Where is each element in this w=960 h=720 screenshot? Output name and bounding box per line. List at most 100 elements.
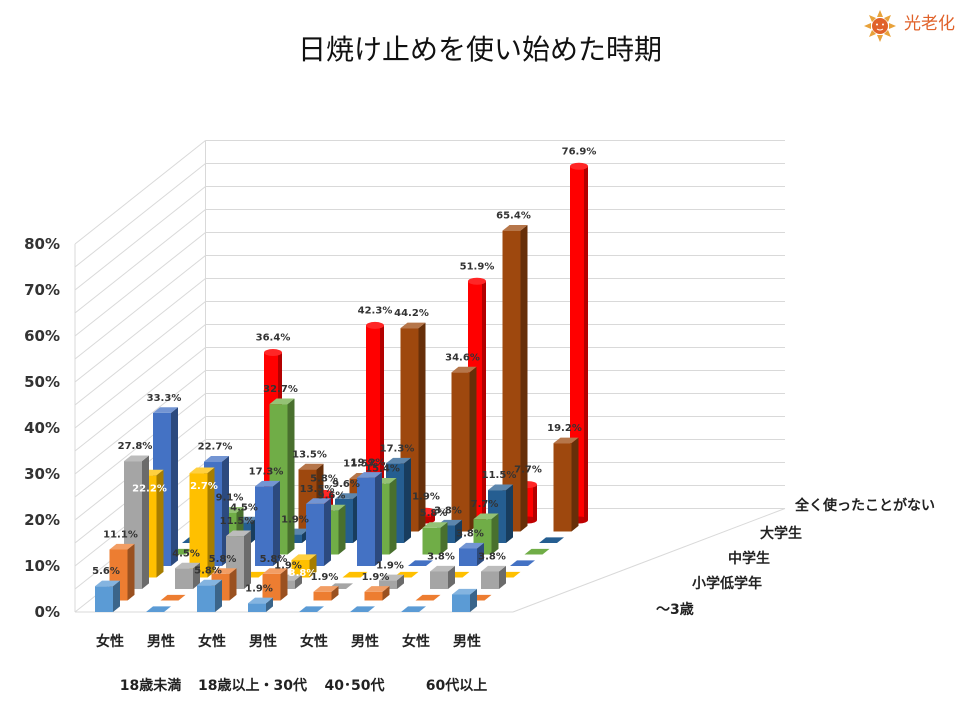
gridline-side — [74, 186, 206, 291]
gridline-side — [74, 370, 206, 475]
bar-side — [455, 519, 462, 543]
bar-shade — [584, 166, 588, 520]
value-labels: 36.4% 5.8% 42.3% 1.9% 51.9% 7.7% 76.9% 13.5% 11.… — [92, 146, 596, 594]
bar-top — [553, 437, 579, 444]
bar-base — [408, 560, 433, 566]
bar-side — [571, 437, 579, 532]
gridline-side — [74, 324, 206, 429]
bar-side — [295, 574, 302, 589]
bar-top — [262, 568, 288, 574]
y-tick-label: 0% — [35, 603, 60, 621]
bar-base — [401, 606, 426, 612]
bar-front — [451, 372, 470, 532]
value-label: 1.9% — [376, 560, 404, 571]
bar-base — [510, 560, 535, 566]
bar-base — [160, 594, 186, 601]
bar-side — [156, 469, 164, 578]
bar-body — [417, 511, 435, 520]
x-tick-label: 女性 — [402, 633, 430, 650]
bar-top — [95, 580, 120, 587]
bar-top — [211, 568, 237, 574]
depth-axis-label: 大学生 — [760, 525, 802, 542]
bar-side — [397, 574, 404, 589]
bar — [553, 437, 579, 532]
bar-side — [338, 504, 346, 555]
bar-front — [502, 230, 521, 532]
value-label: 9.1% — [216, 493, 244, 504]
bar-top — [468, 277, 486, 285]
bar — [95, 580, 120, 612]
bar-top — [488, 484, 513, 491]
bar-base — [524, 548, 550, 555]
bar-side — [273, 480, 280, 566]
bar-top — [109, 543, 135, 550]
value-label: 13.5% — [300, 484, 335, 495]
bar — [422, 522, 448, 555]
gridline-side — [74, 232, 206, 337]
x-tick-label: 男性 — [147, 633, 175, 650]
y-tick-label: 10% — [24, 557, 60, 575]
bar-side — [448, 565, 455, 589]
gridline-side — [74, 347, 206, 452]
value-label: 33.3% — [147, 393, 182, 404]
bar-top — [379, 574, 404, 581]
bar — [291, 554, 317, 578]
bar-front — [357, 477, 375, 566]
bar-top — [452, 588, 477, 595]
value-label: 3.8% — [478, 552, 506, 563]
y-tick-label: 60% — [24, 327, 60, 345]
bar-top — [255, 480, 280, 487]
bar-side — [215, 579, 222, 612]
value-label: 32.7% — [263, 384, 298, 395]
bar-shade — [431, 511, 435, 520]
depth-axis-label: 〜3歳 — [656, 601, 694, 618]
bar-side — [469, 366, 477, 532]
value-label: 19.2% — [547, 423, 582, 434]
gridline-side — [74, 255, 206, 360]
value-label: 5.6% — [92, 566, 120, 577]
bar-top — [366, 321, 384, 329]
value-label: 65.4% — [496, 211, 531, 222]
bar-front — [189, 473, 208, 578]
bar-top — [298, 463, 324, 470]
logo — [864, 10, 896, 42]
value-label: 4.5% — [172, 548, 200, 559]
gridline-side — [74, 301, 206, 406]
bar-shade — [482, 281, 486, 520]
value-label: 11.5% — [482, 470, 517, 481]
bar — [430, 565, 455, 589]
group-label: 40･50代 — [325, 677, 385, 694]
bar — [481, 565, 506, 589]
group-label: 18歳未満 — [120, 677, 181, 694]
logo-text: 光老化 — [904, 14, 955, 34]
bar-front — [459, 548, 477, 566]
value-label: 1.9% — [281, 514, 309, 525]
x-tick-label: 男性 — [351, 633, 379, 650]
value-label: 11.5% — [220, 516, 255, 527]
bar-side — [287, 398, 295, 555]
value-label: 5.8% — [420, 508, 448, 519]
bar-top — [313, 586, 339, 592]
value-label: 5.8% — [310, 473, 338, 484]
bar-front — [306, 503, 324, 566]
bar-body — [366, 325, 384, 520]
bar — [502, 225, 528, 532]
grid — [74, 140, 786, 613]
bar-top — [364, 586, 390, 592]
x-tick-label: 男性 — [453, 633, 481, 650]
bar-side — [382, 586, 390, 601]
y-tick-label: 20% — [24, 511, 60, 529]
y-tick-label: 50% — [24, 373, 60, 391]
bar-top — [291, 554, 317, 561]
y-tick-label: 30% — [24, 465, 60, 483]
y-tick-label: 70% — [24, 281, 60, 299]
value-label: 11.1% — [103, 529, 138, 540]
bar-top — [473, 513, 499, 520]
bar — [342, 571, 368, 578]
value-label: 22.7% — [198, 442, 233, 453]
bar — [401, 606, 426, 612]
bar-top — [481, 565, 506, 572]
bar — [539, 537, 564, 543]
x-tick-label: 女性 — [96, 633, 124, 650]
